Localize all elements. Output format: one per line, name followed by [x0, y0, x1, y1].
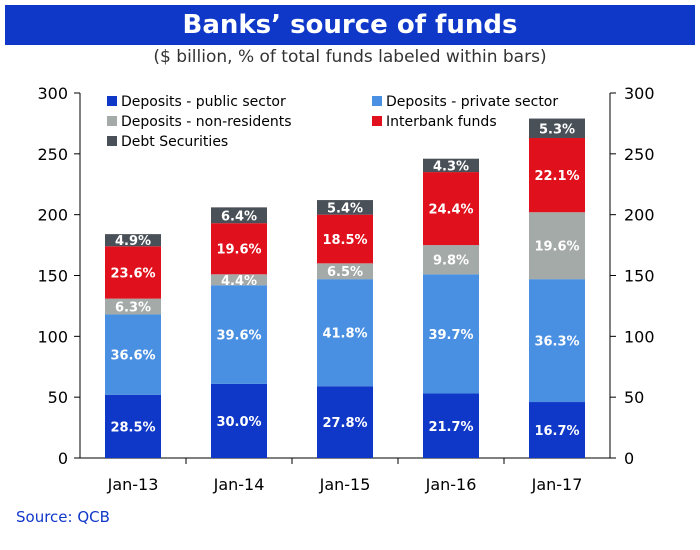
bar-segment-label: 27.8%	[322, 416, 367, 431]
bar-segment	[423, 274, 479, 394]
bar-segment-label: 5.4%	[327, 201, 363, 216]
bar-segment-label: 18.5%	[322, 233, 367, 248]
legend-swatch	[107, 116, 117, 126]
bar-segment	[529, 212, 585, 280]
y-tick-label-right: 100	[624, 327, 655, 346]
y-tick-label-right: 150	[624, 267, 655, 286]
y-tick-label-right: 0	[624, 449, 634, 468]
y-tick-label-left: 250	[37, 145, 68, 164]
bar-segment	[529, 402, 585, 458]
bar-segment	[105, 298, 161, 315]
bar-segment-label: 39.6%	[216, 329, 261, 344]
bar-segment-label: 4.4%	[221, 274, 257, 289]
y-tick-label-left: 100	[37, 327, 68, 346]
x-tick-label: Jan-13	[107, 475, 159, 494]
bar-segment-label: 21.7%	[428, 420, 473, 435]
x-tick-label: Jan-16	[425, 475, 477, 494]
bar-segment	[317, 279, 373, 387]
y-tick-label-right: 200	[624, 206, 655, 225]
legend-label: Deposits - non-residents	[121, 114, 292, 130]
bar-segment	[211, 223, 267, 275]
bar-segment-label: 28.5%	[110, 420, 155, 435]
legend-swatch	[372, 116, 382, 126]
bar-segment-label: 19.6%	[216, 243, 261, 258]
legend-label: Deposits - public sector	[121, 94, 286, 110]
y-tick-label-left: 0	[58, 449, 68, 468]
y-tick-label-right: 250	[624, 145, 655, 164]
bar-segment	[211, 285, 267, 384]
bar-segment-label: 6.5%	[327, 265, 363, 280]
bar-segment	[423, 172, 479, 246]
x-tick-label: Jan-14	[213, 475, 265, 494]
legend-label: Deposits - private sector	[386, 94, 558, 110]
y-tick-label-right: 300	[624, 84, 655, 103]
y-tick-label-left: 300	[37, 84, 68, 103]
chart-title: Banks’ source of funds	[5, 5, 695, 45]
bar-segment-label: 5.3%	[539, 122, 575, 137]
bar-segment-label: 4.9%	[115, 234, 151, 249]
bar-segment	[317, 386, 373, 458]
source-note: Source: QCB	[16, 508, 110, 526]
bar-segment	[423, 245, 479, 275]
bar-segment	[529, 138, 585, 213]
chart-subtitle: ($ billion, % of total funds labeled wit…	[153, 47, 547, 67]
bar-segment-label: 16.7%	[534, 424, 579, 439]
legend-label: Interbank funds	[386, 114, 497, 130]
bar-segment	[211, 383, 267, 458]
bar-segment	[423, 393, 479, 458]
bar-segment	[105, 234, 161, 247]
legend: Deposits - public sector Deposits - priva…	[107, 94, 558, 150]
bar-segment	[211, 274, 267, 286]
legend-swatch	[107, 136, 117, 146]
x-tick-label: Jan-17	[531, 475, 583, 494]
x-tick-label: Jan-15	[319, 475, 371, 494]
bar-segment-label: 4.3%	[433, 159, 469, 174]
bar-segment	[529, 118, 585, 139]
bar-segment-label: 22.1%	[534, 169, 579, 184]
bar-segment-label: 6.3%	[115, 301, 151, 316]
legend-swatch	[372, 96, 382, 106]
legend-label: Debt Securities	[121, 134, 228, 150]
bar-segment	[317, 214, 373, 264]
bar-segment-label: 39.7%	[428, 328, 473, 343]
bar-segment	[317, 263, 373, 280]
bar-segment-label: 24.4%	[428, 203, 473, 218]
bar-segment	[211, 207, 267, 224]
bar-segment-label: 30.0%	[216, 415, 261, 430]
bar-segment-label: 41.8%	[322, 327, 367, 342]
bar-segment-label: 36.6%	[110, 349, 155, 364]
legend-swatch	[107, 96, 117, 106]
bar-segment	[317, 200, 373, 215]
y-tick-label-left: 150	[37, 267, 68, 286]
bar-segment	[105, 246, 161, 299]
bar-segment-label: 19.6%	[534, 240, 579, 255]
bar-segment-label: 23.6%	[110, 266, 155, 281]
bar-segment-label: 9.8%	[433, 254, 469, 269]
bar-segment	[105, 314, 161, 395]
bar-segment	[529, 279, 585, 403]
bar-segment	[423, 158, 479, 173]
bar-segment	[105, 394, 161, 458]
bar-segment-label: 36.3%	[534, 335, 579, 350]
bars: 28.5% 36.6% 6.3% 23.6% 4.9% 30.0% 39.6% 4.4% 19.…	[105, 118, 585, 458]
bar-segment-label: 6.4%	[221, 209, 257, 224]
y-tick-label-right: 50	[624, 388, 644, 407]
y-tick-label-left: 50	[48, 388, 68, 407]
y-tick-label-left: 200	[37, 206, 68, 225]
